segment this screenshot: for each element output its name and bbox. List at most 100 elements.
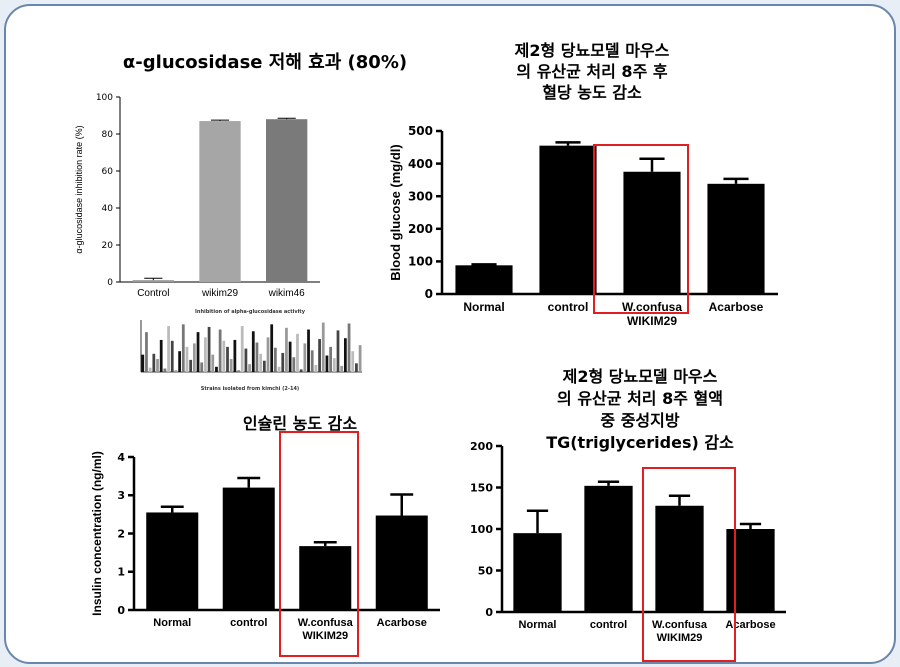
y-tick-label: 200 [408,222,433,236]
highlight-box [279,431,359,657]
category-label: Acarbose [709,300,764,314]
category-label: WIKIM29 [657,632,703,644]
screening-bar [318,339,321,372]
y-tick-label: 300 [408,189,433,203]
highlight-box [593,144,689,314]
y-tick-label: 150 [470,481,493,494]
y-axis-label: Blood glucose (mg/dl) [388,144,403,281]
screening-bar [174,370,178,372]
data-bar [375,515,428,610]
screening-bar [181,324,185,372]
tg-title-line: 중 중성지방 [600,411,680,430]
screening-bar [148,367,152,372]
y-tick-label: 200 [470,440,493,453]
screening-bar [336,330,340,372]
screening-bar [262,360,266,372]
screening-bar [285,327,288,372]
y-axis-label: α-glucosidase inhibition rate (%) [74,125,84,253]
highlight-box [642,467,736,662]
screening-bar [248,364,251,372]
data-bar [266,119,308,282]
y-tick-label: 100 [470,523,493,536]
y-tick-label: 100 [408,255,433,269]
screening-bar [321,322,325,372]
screening-bar [292,357,296,372]
category-label: Normal [153,617,191,629]
screening-bar [296,333,299,372]
category-label: Control [137,288,169,299]
data-bar [584,485,633,612]
screening-bar [255,342,259,372]
y-tick-label: 50 [478,564,494,577]
data-bar [146,512,199,610]
tg-title-line: 제2형 당뇨모델 마우스 [562,367,718,386]
screening-bar [156,359,159,372]
y-tick-label: 400 [408,157,433,171]
screening-bar [167,326,170,372]
glucose-title-line: 의 유산균 처리 8주 후 [516,62,668,81]
screening-bar [343,338,347,372]
screening-bar [152,353,156,372]
y-tick-label: 0 [117,604,125,617]
category-label: control [590,619,627,631]
y-tick-label: 100 [96,93,113,103]
screening-bar [222,340,226,372]
screening-bar [159,339,163,372]
data-bar [222,487,275,610]
screening-bar [351,351,355,372]
screening-bar [240,326,244,372]
tg-title-line: 의 유산균 처리 8주 혈액 [557,389,723,408]
y-axis-label: Insulin concentration (ng/ml) [90,451,104,616]
screening-bar [233,339,237,372]
glucose-title-line: 혈당 농도 감소 [542,83,642,102]
category-label: wikim46 [268,288,306,299]
screening-bar [303,343,307,372]
screening-bar [358,345,362,372]
y-tick-label: 20 [102,241,114,251]
screening-bar [192,343,196,372]
category-label: wikim29 [201,288,239,299]
glucose-panel-title: 제2형 당뇨모델 마우스 의 유산균 처리 8주 후 혈당 농도 감소 [462,40,722,103]
category-label: control [548,300,589,314]
screening-bar [170,340,174,372]
screening-bar [277,366,281,372]
screening-bar [299,369,303,372]
screening-bar [178,351,181,372]
screening-bar [189,359,193,372]
data-bar [726,529,775,612]
screening-bar [215,366,218,372]
screening-bar [310,350,314,372]
screening-bar [207,326,211,372]
screening-bar [237,370,240,372]
y-tick-label: 3 [117,489,125,502]
category-label: WIKIM29 [302,630,348,642]
y-tick-label: 0 [425,287,433,301]
screening-bar [185,346,189,372]
screening-bar [347,323,351,372]
y-tick-label: 0 [485,606,493,619]
y-tick-label: 60 [102,167,114,177]
screening-bar [229,359,233,372]
tg-panel-title: 제2형 당뇨모델 마우스 의 유산균 처리 8주 혈액 중 중성지방 TG(tr… [500,366,780,454]
screening-bar [281,352,285,372]
y-tick-label: 4 [117,451,125,464]
glucose-title-line: 제2형 당뇨모델 마우스 [514,41,670,60]
screening-bar [196,332,200,372]
screening-bar [307,329,310,372]
screening-bar [329,346,333,372]
category-label: W.confusa [298,617,354,629]
y-tick-label: 0 [107,278,113,288]
data-bar [199,121,241,282]
category-label: Acarbose [377,617,427,629]
category-label: WIKIM29 [627,314,677,328]
glucosidase-panel-title: α-glucosidase 저해 효과 (80%) [122,52,408,73]
screening-bar [325,355,329,372]
y-tick-label: 1 [117,566,125,579]
data-bar [539,145,597,294]
screening-bar [200,362,204,372]
category-label: control [230,617,267,629]
screening-bar [340,365,344,372]
insulin-panel-title: 인슐린 농도 감소 [242,414,358,433]
screening-bar [244,348,248,372]
